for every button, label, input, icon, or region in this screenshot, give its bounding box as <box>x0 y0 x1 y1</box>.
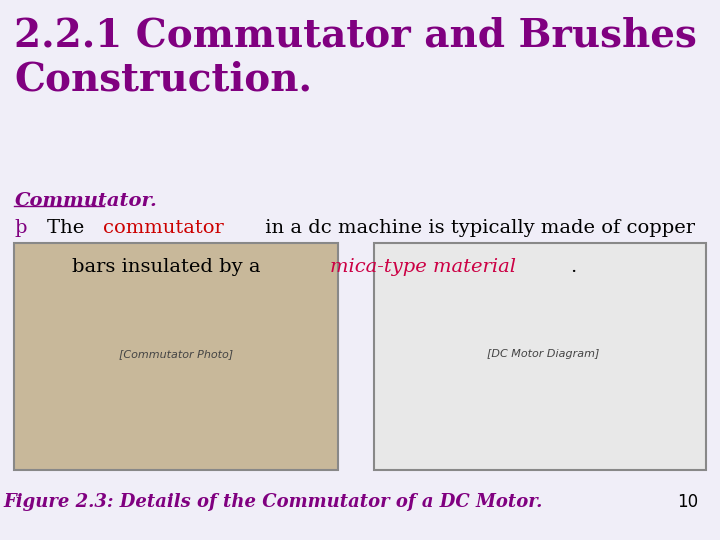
Text: commutator: commutator <box>103 219 224 237</box>
Text: mica-type material: mica-type material <box>330 258 516 275</box>
FancyBboxPatch shape <box>14 243 338 470</box>
Text: Figure 2.3: Details of the Commutator of a DC Motor.: Figure 2.3: Details of the Commutator of… <box>4 493 544 511</box>
Text: .: . <box>570 258 577 275</box>
Text: [Commutator Photo]: [Commutator Photo] <box>120 349 233 359</box>
Text: The: The <box>47 219 90 237</box>
Text: 10: 10 <box>678 493 698 511</box>
Text: 2.2.1 Commutator and Brushes
Construction.: 2.2.1 Commutator and Brushes Constructio… <box>14 16 697 98</box>
Text: Commutator.: Commutator. <box>14 192 157 210</box>
Text: [DC Motor Diagram]: [DC Motor Diagram] <box>487 349 600 359</box>
Text: bars insulated by a: bars insulated by a <box>47 258 266 275</box>
Text: þ: þ <box>14 219 27 237</box>
Text: in a dc machine is typically made of copper: in a dc machine is typically made of cop… <box>258 219 695 237</box>
FancyBboxPatch shape <box>374 243 706 470</box>
